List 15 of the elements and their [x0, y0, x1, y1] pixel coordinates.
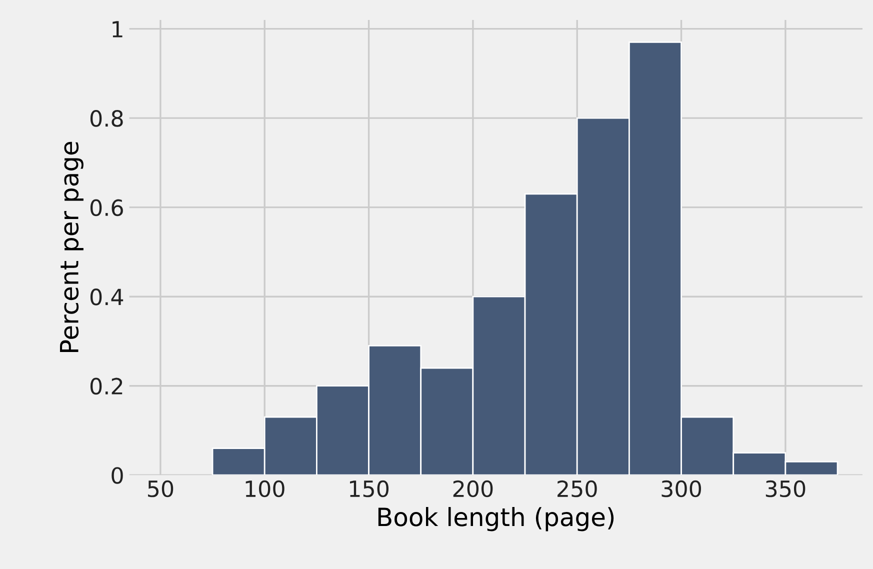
y-tick-label: 0.4 — [90, 288, 124, 306]
y-tick-label: 1 — [112, 21, 122, 38]
x-tick-label: 350 — [766, 480, 806, 498]
y-tick-label: 0.8 — [90, 110, 123, 127]
x-axis-title: Book length (page) — [378, 507, 614, 532]
x-tick-label: 100 — [246, 480, 284, 498]
x-tick-label: 50 — [148, 480, 174, 498]
y-tick-label: 0.6 — [90, 199, 123, 216]
x-tick-label: 300 — [662, 480, 702, 498]
y-axis-title: Percent per page — [60, 142, 84, 352]
y-tick-label: 0.2 — [90, 378, 122, 395]
x-tick-label: 250 — [558, 480, 597, 498]
x-tick-label: 150 — [350, 480, 389, 498]
x-tick-label: 200 — [453, 480, 493, 498]
y-tick-label: 0 — [112, 467, 123, 484]
